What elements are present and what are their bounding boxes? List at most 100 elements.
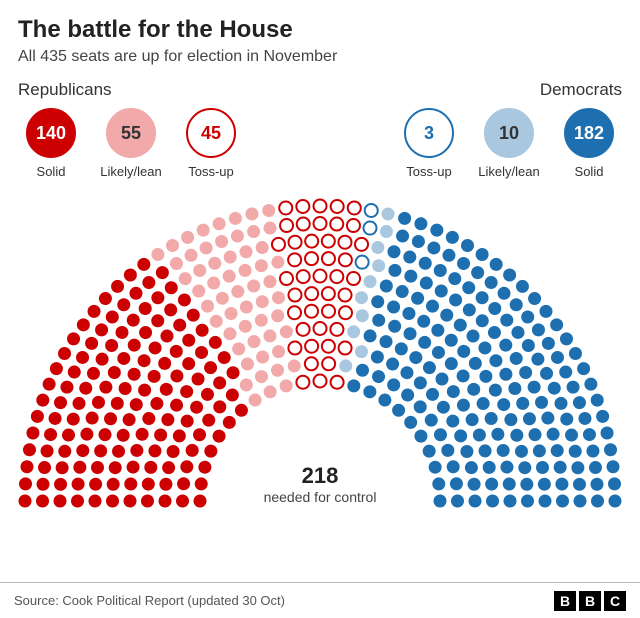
seat-dot (395, 342, 408, 355)
seat-dot (249, 394, 262, 407)
seat-dot (296, 200, 309, 213)
seat-dot (99, 428, 112, 441)
seat-dot (167, 445, 180, 458)
seat-dot (485, 276, 498, 289)
seat-dot (516, 280, 529, 293)
seat-dot (170, 345, 183, 358)
seat-dot (20, 460, 33, 473)
seat-dot (356, 309, 369, 322)
seat-dot (445, 334, 458, 347)
seat-dot (190, 401, 203, 414)
seat-dot (457, 369, 470, 382)
seat-dot (141, 495, 154, 508)
seat-dot (387, 300, 400, 313)
seat-dot (560, 332, 573, 345)
seat-dot (414, 376, 427, 389)
seat-dot (348, 201, 361, 214)
seat-dot (591, 394, 604, 407)
seat-dot (202, 414, 215, 427)
seat-dot (548, 382, 561, 395)
seat-dot (521, 310, 534, 323)
seat-dot (440, 309, 453, 322)
seat-dot (448, 272, 461, 285)
seat-dot (142, 412, 155, 425)
seat-dot (226, 389, 239, 402)
seat-dot (192, 284, 205, 297)
seat-dot (447, 385, 460, 398)
seat-dot (467, 330, 480, 343)
seat-dot (485, 478, 498, 491)
seat-dot (426, 300, 439, 313)
seat-dot (577, 362, 590, 375)
seat-dot (322, 252, 335, 265)
seat-dot (280, 379, 293, 392)
seat-dot (371, 241, 384, 254)
seat-dot (339, 306, 352, 319)
seat-dot (551, 351, 564, 364)
seat-dot (601, 426, 614, 439)
seat-dot (209, 336, 222, 349)
seat-dot (498, 287, 511, 300)
seat-dot (497, 398, 510, 411)
seat-dot (151, 291, 164, 304)
seat-dot (542, 337, 555, 350)
seat-dot (263, 222, 276, 235)
seat-dot (289, 236, 302, 249)
seat-dot (508, 382, 521, 395)
seat-dot (19, 495, 32, 508)
seat-dot (476, 291, 489, 304)
seat-dot (240, 245, 253, 258)
seat-dot (255, 259, 268, 272)
seat-dot (435, 284, 448, 297)
seat-dot (151, 314, 164, 327)
seat-dot (491, 428, 504, 441)
seat-dot (160, 330, 173, 343)
seat-dot (322, 340, 335, 353)
seat-dot (454, 319, 467, 332)
seat-dot (111, 397, 124, 410)
bbc-logo: BBC (554, 591, 626, 611)
seat-dot (510, 352, 523, 365)
seat-dot (195, 346, 208, 359)
seat-dot (144, 461, 157, 474)
seat-dot (488, 302, 501, 315)
seat-dot (567, 381, 580, 394)
seat-dot (523, 412, 536, 425)
seat-dot (23, 443, 36, 456)
seat-dot (99, 381, 112, 394)
seat-dot (503, 477, 516, 490)
rep-legend-item-0: 140Solid (18, 108, 84, 179)
seat-dot (339, 359, 352, 372)
seat-dot (500, 314, 513, 327)
seat-dot (164, 303, 177, 316)
seat-dot (404, 416, 417, 429)
seat-dot (271, 364, 284, 377)
chart-subtitle: All 435 seats are up for election in Nov… (0, 48, 640, 80)
seat-dot (417, 315, 430, 328)
seat-dot (355, 238, 368, 251)
seat-dot (583, 428, 596, 441)
seat-dot (279, 201, 292, 214)
seat-dot (193, 428, 206, 441)
seat-dot (457, 399, 470, 412)
seat-dot (89, 478, 102, 491)
seat-dot (419, 257, 432, 270)
seat-dot (255, 314, 268, 327)
seat-dot (305, 305, 318, 318)
seat-dot (584, 378, 597, 391)
seat-dot (124, 269, 137, 282)
seat-dot (380, 225, 393, 238)
seat-dot (555, 397, 568, 410)
seat-dot (510, 429, 523, 442)
hemicycle-svg (18, 189, 622, 509)
seat-dot (347, 219, 360, 232)
seat-dot (356, 364, 369, 377)
seat-dot (296, 376, 309, 389)
seat-dot (77, 318, 90, 331)
seat-dot (607, 460, 620, 473)
seat-dot (297, 323, 310, 336)
seat-dot (86, 412, 99, 425)
seat-dot (314, 375, 327, 388)
seat-dot (591, 495, 604, 508)
seat-dot (227, 366, 240, 379)
